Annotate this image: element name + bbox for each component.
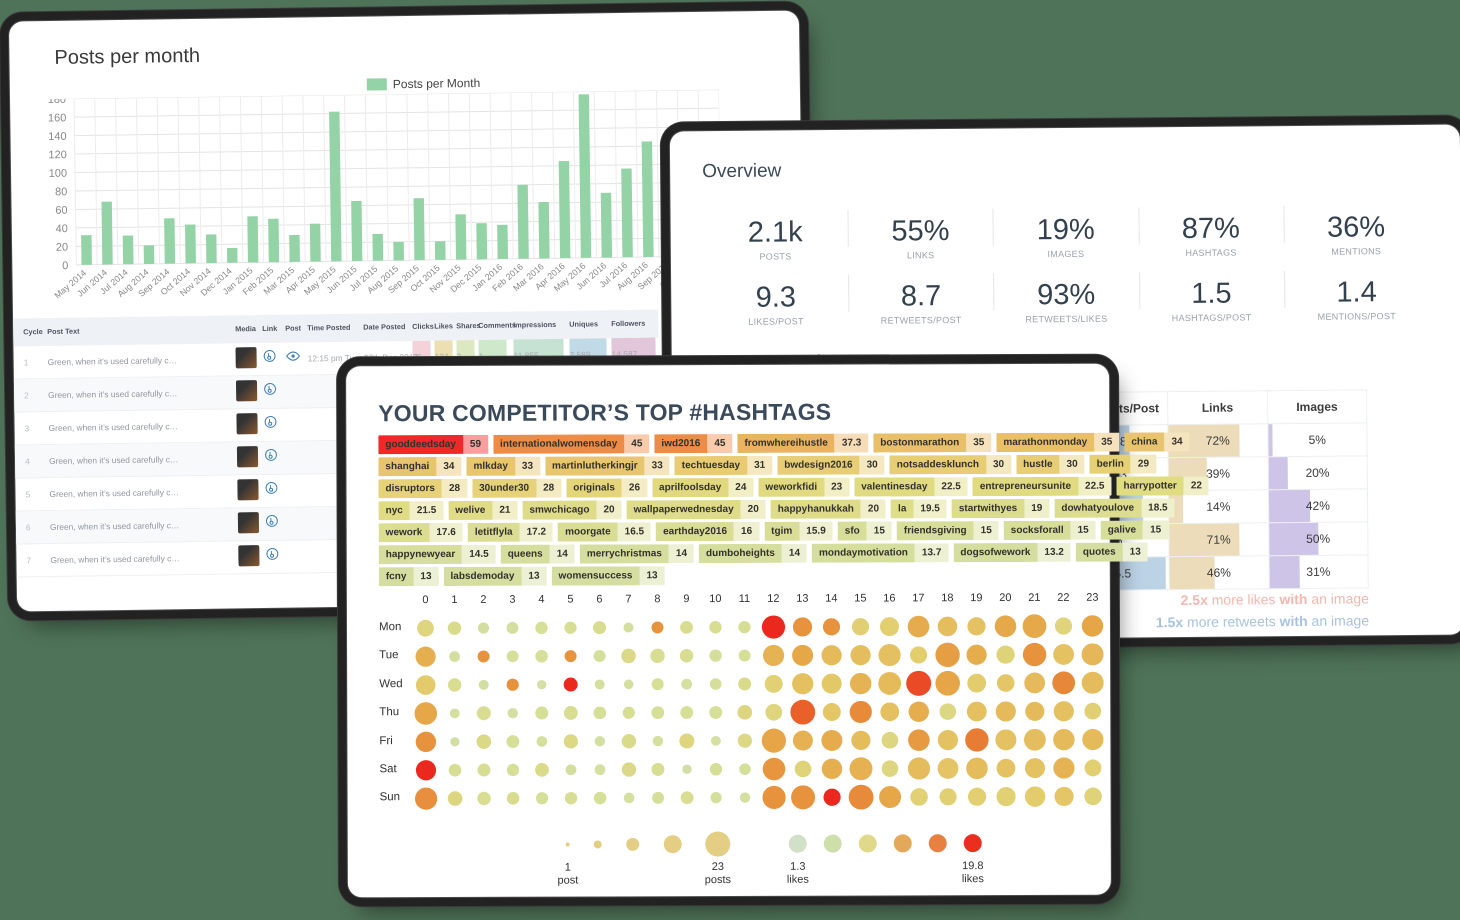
svg-text:180: 180 bbox=[48, 94, 67, 106]
svg-text:80: 80 bbox=[55, 186, 67, 198]
svg-text:140: 140 bbox=[48, 131, 67, 143]
svg-text:120: 120 bbox=[48, 149, 67, 161]
svg-text:20: 20 bbox=[56, 242, 68, 254]
svg-text:160: 160 bbox=[48, 112, 67, 124]
svg-text:0: 0 bbox=[62, 260, 68, 272]
svg-text:60: 60 bbox=[55, 205, 67, 217]
svg-text:40: 40 bbox=[55, 223, 67, 235]
svg-text:100: 100 bbox=[49, 168, 68, 180]
